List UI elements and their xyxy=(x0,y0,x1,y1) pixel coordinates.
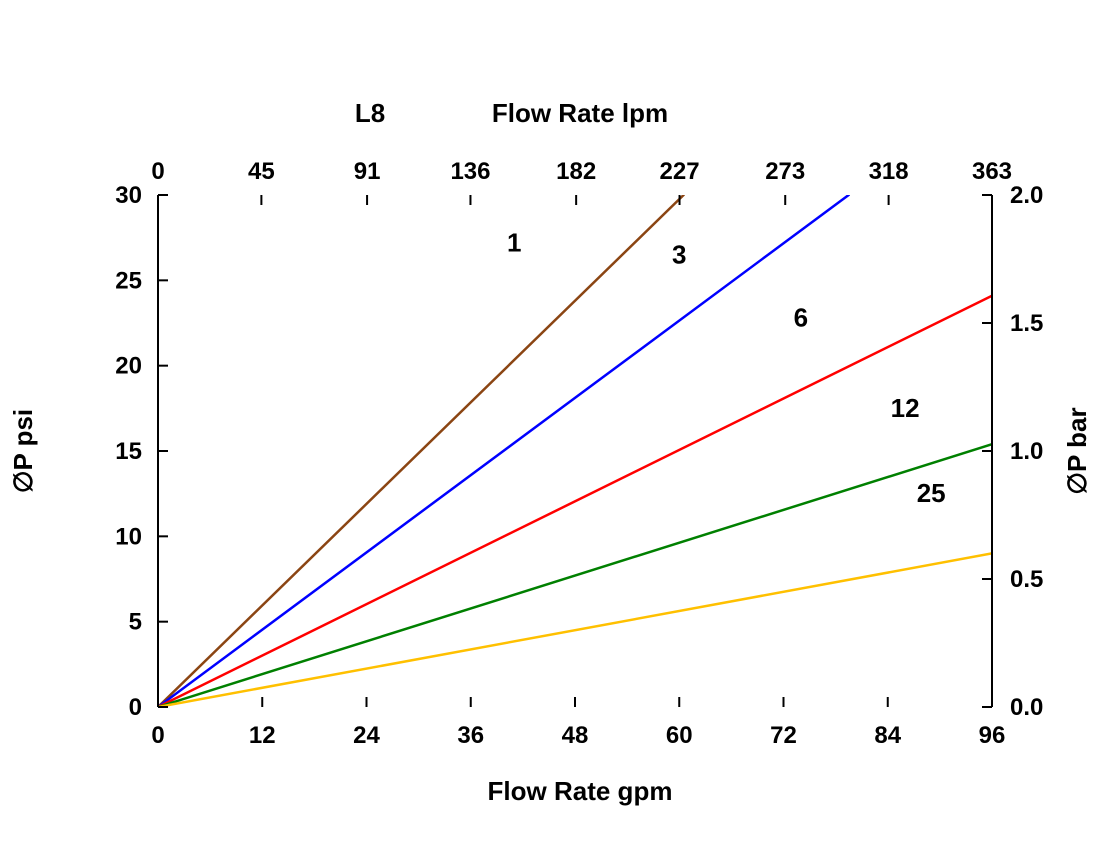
tick-label-left: 30 xyxy=(115,182,142,209)
tick-label-bottom: 36 xyxy=(457,722,484,749)
series-label-6: 6 xyxy=(794,302,808,332)
tick-label-bottom: 24 xyxy=(353,722,380,749)
series-label-3: 3 xyxy=(672,239,686,269)
tick-label-bottom: 12 xyxy=(249,722,276,749)
tick-label-top: 0 xyxy=(151,158,164,185)
tick-label-right: 1.5 xyxy=(1010,310,1043,337)
tick-label-right: 0.0 xyxy=(1010,694,1043,721)
tick-label-bottom: 0 xyxy=(151,722,164,749)
tick-label-left: 15 xyxy=(115,438,142,465)
tick-label-left: 10 xyxy=(115,523,142,550)
tick-label-top: 227 xyxy=(660,158,700,185)
tick-label-left: 0 xyxy=(129,694,142,721)
chart-svg: 1361225045911361822272733183630122436486… xyxy=(0,0,1118,860)
tick-label-top: 273 xyxy=(765,158,805,185)
series-label-25: 25 xyxy=(917,478,946,508)
series-label-12: 12 xyxy=(891,393,920,423)
x-axis-title-bottom: Flow Rate gpm xyxy=(488,776,673,806)
tick-label-bottom: 72 xyxy=(770,722,797,749)
tick-label-bottom: 48 xyxy=(562,722,589,749)
tick-label-bottom: 60 xyxy=(666,722,693,749)
tick-label-left: 25 xyxy=(115,267,142,294)
tick-label-right: 2.0 xyxy=(1010,182,1043,209)
tick-label-bottom: 84 xyxy=(874,722,901,749)
y-axis-title-left: ∅P psi xyxy=(8,409,38,493)
y-axis-title-right: ∅P bar xyxy=(1062,407,1092,494)
x-axis-title-top: Flow Rate lpm xyxy=(492,98,668,128)
tick-label-top: 136 xyxy=(450,158,490,185)
tick-label-top: 363 xyxy=(972,158,1012,185)
tick-label-left: 5 xyxy=(129,609,142,636)
tick-label-top: 318 xyxy=(869,158,909,185)
tick-label-bottom: 96 xyxy=(979,722,1006,749)
tick-label-top: 91 xyxy=(354,158,381,185)
pressure-drop-chart: 1361225045911361822272733183630122436486… xyxy=(0,0,1118,860)
tick-label-left: 20 xyxy=(115,353,142,380)
series-label-1: 1 xyxy=(507,227,521,257)
tick-label-right: 1.0 xyxy=(1010,438,1043,465)
tick-label-top: 182 xyxy=(556,158,596,185)
tick-label-right: 0.5 xyxy=(1010,566,1043,593)
model-label: L8 xyxy=(355,98,385,128)
tick-label-top: 45 xyxy=(248,158,275,185)
chart-bg xyxy=(0,0,1118,860)
